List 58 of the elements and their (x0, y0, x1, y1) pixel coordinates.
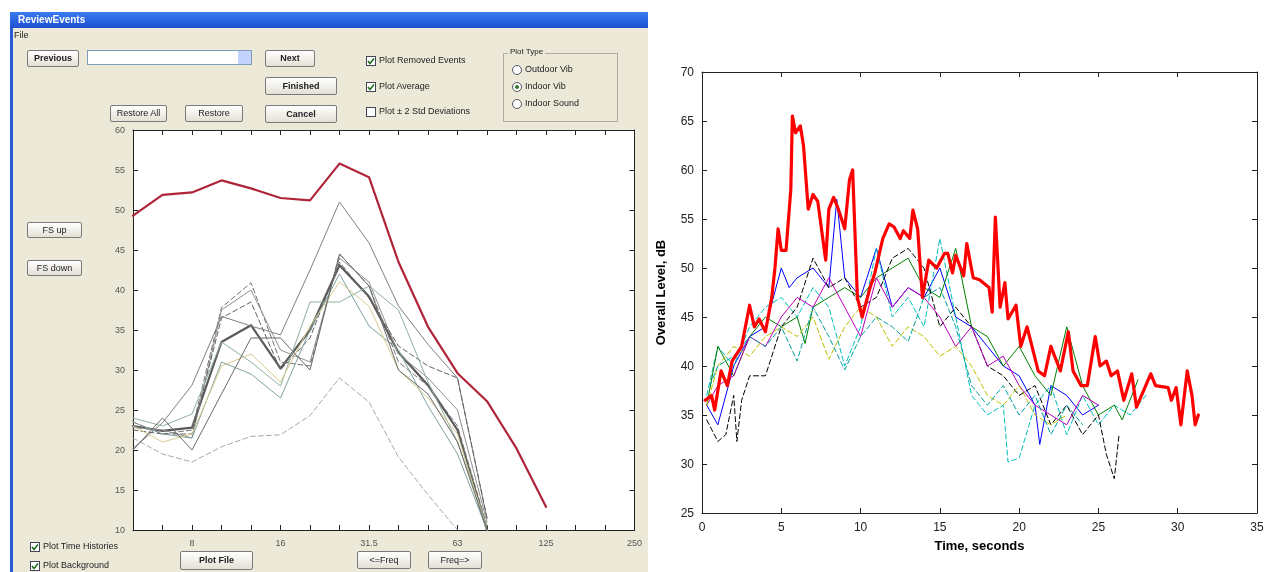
text: Outdoor Vib (524, 63, 573, 76)
y-tick-label: 35 (680, 408, 695, 422)
text: ReviewEvents (10, 12, 648, 28)
y-tick-label: 55 (114, 165, 125, 175)
y-tick-label: 25 (680, 506, 695, 520)
y-tick-label: 60 (114, 125, 125, 135)
previous-frequency-button: <=Freq (357, 551, 411, 569)
text: Plot ± 2 Std Deviations (378, 105, 470, 118)
x-tick-label: 5 (777, 520, 785, 534)
x-tick-label: 30 (1171, 520, 1185, 534)
y-tick-label: 25 (114, 405, 125, 415)
text: Plot Time Histories (42, 540, 119, 553)
y-tick-label: 55 (680, 212, 695, 226)
y-tick-label: 45 (680, 310, 695, 324)
x-tick-label: 10 (853, 520, 868, 534)
x-tick-label: 63 (452, 537, 463, 548)
x-tick-label: 0 (698, 520, 706, 534)
y-tick-label: 30 (114, 365, 125, 375)
x-axis-title: Time, seconds (934, 538, 1025, 553)
y-tick-label: 30 (680, 457, 695, 471)
text: Plot Type (508, 45, 546, 59)
y-tick-label: 50 (680, 261, 695, 275)
y-tick-label: 40 (114, 285, 125, 295)
x-tick-label: 15 (933, 520, 947, 534)
x-tick-label: 16 (275, 537, 286, 548)
y-tick-label: 65 (680, 114, 695, 128)
x-tick-label: 25 (1091, 520, 1106, 534)
text: Plot Background (42, 559, 110, 572)
y-tick-label: 15 (114, 485, 125, 495)
x-tick-label: 20 (1012, 520, 1027, 534)
text: Plot Average (378, 80, 430, 93)
y-tick-label: 45 (114, 245, 125, 255)
restore-all-button: Restore All (110, 105, 167, 122)
finished-button: Finished (265, 77, 337, 95)
restore-button: Restore (185, 105, 243, 122)
x-tick-label: 8 (189, 537, 195, 548)
x-tick-label: 125 (538, 537, 554, 548)
x-tick-label: 35 (1250, 520, 1264, 534)
next-frequency-button: Freq=> (428, 551, 482, 569)
y-tick-label: 20 (114, 445, 125, 455)
y-axis-title: Overall Level, dB (653, 239, 668, 346)
plot-file-button: Plot File (180, 551, 253, 570)
y-tick-label: 60 (680, 163, 695, 177)
text: Plot Removed Events (378, 54, 466, 67)
y-tick-label: 35 (114, 325, 125, 335)
text: File (14, 29, 29, 42)
fs-down-button: FS down (27, 260, 82, 276)
fs-up-button: FS up (27, 222, 82, 238)
next-button: Next (265, 50, 315, 67)
x-tick-label: 31.5 (360, 537, 378, 548)
previous-button: Previous (27, 50, 79, 67)
x-tick-label: 250 (626, 537, 643, 548)
y-tick-label: 50 (114, 205, 125, 215)
text: Indoor Vib (524, 80, 566, 93)
text: Indoor Sound (524, 97, 580, 110)
y-tick-label: 40 (680, 359, 695, 373)
cancel-button: Cancel (265, 105, 337, 123)
y-tick-label: 70 (680, 65, 695, 79)
